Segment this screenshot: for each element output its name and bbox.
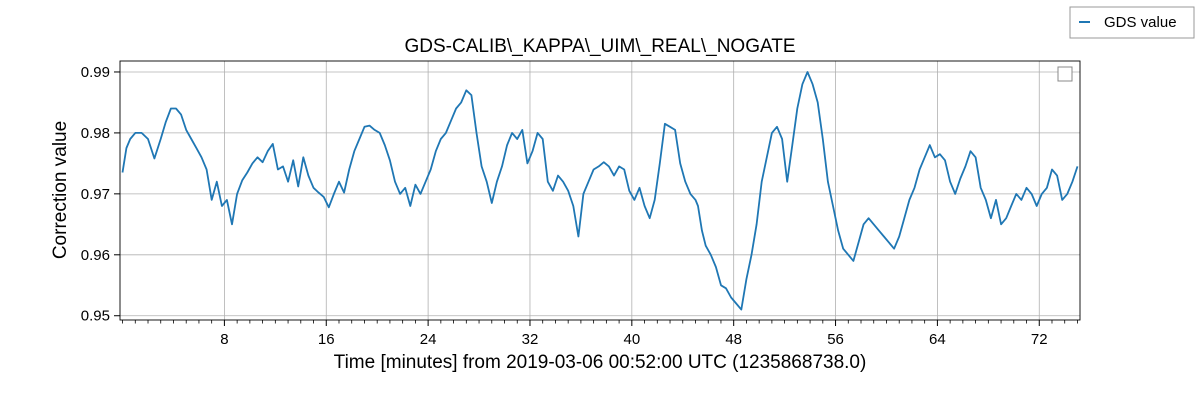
y-tick-label: 0.99	[81, 64, 110, 81]
empty-legend-box	[1057, 66, 1073, 82]
x-tick-label: 64	[929, 331, 946, 348]
y-tick-label: 0.96	[81, 247, 110, 264]
x-tick-label: 72	[1031, 331, 1048, 348]
x-tick-label: 16	[318, 331, 335, 348]
x-tick-label: 24	[420, 331, 437, 348]
x-tick-label: 40	[623, 331, 640, 348]
x-axis-label: Time [minutes] from 2019-03-06 00:52:00 …	[334, 352, 867, 373]
x-tick-label: 32	[522, 331, 539, 348]
legend-label: GDS value	[1104, 14, 1177, 31]
x-tick-label: 48	[725, 331, 742, 348]
y-axis-label: Correction value	[50, 121, 71, 259]
plot-frame	[119, 60, 1081, 321]
chart-title: GDS-CALIB\_KAPPA\_UIM\_REAL\_NOGATE	[404, 36, 795, 57]
y-tick-label: 0.97	[81, 186, 110, 203]
x-axis-ticks: 8 16 24 32 40 48 56 64 72	[122, 320, 1078, 348]
series-line-gds-value	[121, 71, 1079, 311]
y-axis-ticks: 0.95 0.96 0.97 0.98 0.99	[81, 64, 120, 325]
legend: GDS value	[1069, 6, 1195, 39]
x-tick-label: 8	[220, 331, 228, 348]
x-tick-label: 56	[827, 331, 844, 348]
grid-lines	[120, 61, 1080, 320]
series-layer	[121, 71, 1079, 311]
y-tick-label: 0.98	[81, 125, 110, 142]
legend-frame	[1069, 6, 1195, 39]
y-tick-label: 0.95	[81, 308, 110, 325]
